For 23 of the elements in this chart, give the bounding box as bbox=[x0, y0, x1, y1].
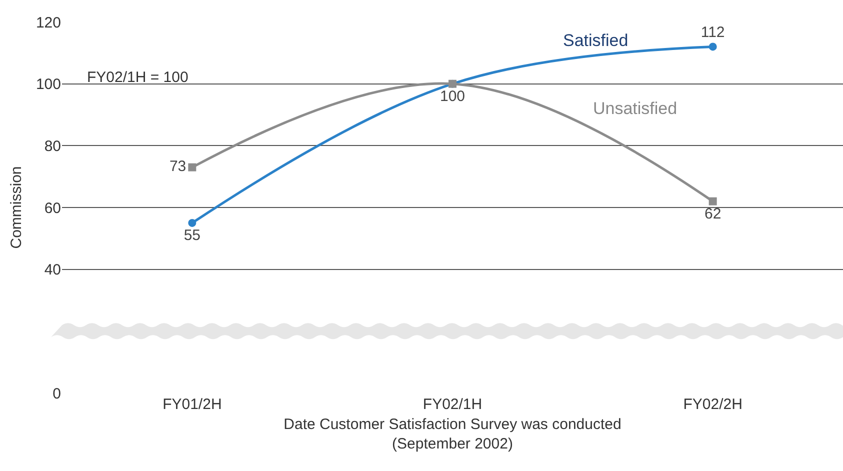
point bbox=[188, 163, 196, 172]
point bbox=[708, 197, 717, 206]
x-tick-label: FY02/1H bbox=[422, 396, 482, 413]
y-tick-label: 100 bbox=[36, 76, 61, 94]
data-label: 112 bbox=[700, 24, 725, 41]
point bbox=[188, 218, 196, 227]
x-tick-label: FY01/2H bbox=[162, 396, 222, 413]
y-tick-label: 40 bbox=[44, 262, 61, 279]
series-label: Unsatisfied bbox=[593, 99, 678, 118]
x-axis-title: Date Customer Satisfaction Survey was conducted (September 2002) bbox=[284, 416, 622, 452]
y-tick-label: 120 bbox=[36, 14, 61, 32]
data-label: 62 bbox=[704, 206, 722, 223]
data-label: 100 bbox=[440, 88, 466, 106]
point bbox=[708, 42, 717, 51]
data-label: 55 bbox=[184, 227, 201, 244]
x-tick-label: FY02/2H bbox=[683, 396, 742, 413]
y-tick-label: 0 bbox=[52, 385, 61, 402]
y-axis-title: Commission bbox=[8, 166, 26, 249]
y-tick-label: 60 bbox=[44, 200, 61, 217]
series-label: Satisfied bbox=[563, 31, 628, 50]
y-tick-label: 80 bbox=[44, 138, 61, 155]
data-label: 73 bbox=[169, 158, 186, 176]
annotation: FY02/1H = 100 bbox=[87, 69, 188, 86]
